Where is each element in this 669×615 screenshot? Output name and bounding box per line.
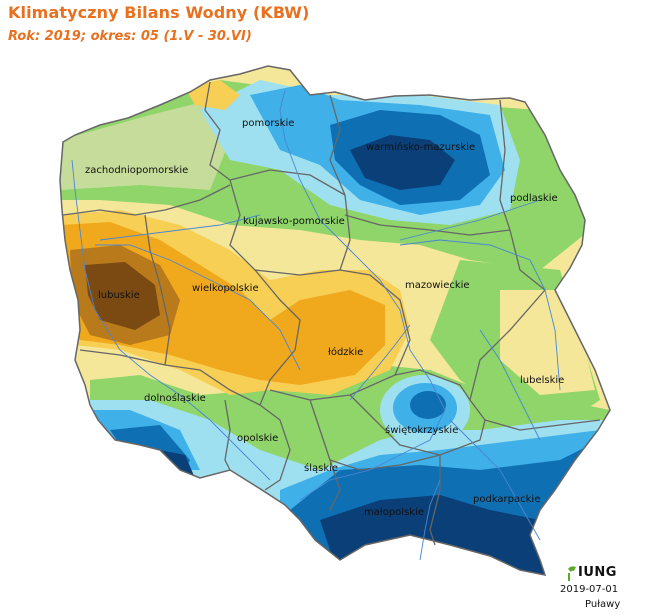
border-zachodniopomorskie-pomorskie bbox=[204, 81, 231, 181]
label-dolnoslaskie: dolnośląskie bbox=[144, 392, 206, 404]
border-zachodniopomorskie-south bbox=[62, 184, 231, 216]
river-notec bbox=[99, 214, 261, 241]
map-subtitle: Rok: 2019; okres: 05 (1.V - 30.VI) bbox=[8, 29, 252, 44]
map-title: Klimatyczny Bilans Wodny (KBW) bbox=[8, 3, 310, 22]
river-san bbox=[449, 419, 541, 541]
border-lubuskie-dolnoslaskie bbox=[79, 349, 166, 366]
logo-text: IUNG bbox=[578, 565, 617, 580]
border-lodzkie-mazowieckie bbox=[339, 269, 411, 376]
label-podlaskie: podlaskie bbox=[510, 193, 558, 204]
label-zachodniopomorskie: zachodniopomorskie bbox=[85, 165, 188, 176]
label-lodzkie: łódzkie bbox=[328, 346, 363, 358]
river-dunajec bbox=[419, 479, 441, 561]
border-wielkopolskie-dolnoslaskie bbox=[164, 364, 261, 406]
zone-very-wet-swietokrzyskie bbox=[410, 391, 446, 419]
label-warminsko-mazurskie: warmińsko-mazurskie bbox=[366, 141, 475, 153]
label-wielkopolskie: wielkopolskie bbox=[192, 283, 259, 294]
river-vistula bbox=[279, 89, 446, 501]
label-mazowieckie: mazowieckie bbox=[405, 280, 470, 291]
country-outline bbox=[59, 65, 611, 576]
border-lodzkie-south bbox=[269, 374, 396, 401]
river-bug bbox=[399, 239, 561, 391]
border-mazowieckie-swietokrzyskie bbox=[394, 369, 471, 401]
zone-very-dry-west bbox=[85, 262, 160, 330]
border-slaskie-malopolskie bbox=[329, 454, 441, 471]
label-swietokrzyskie: świętokrzyskie bbox=[385, 424, 458, 436]
border-swietokrzyskie-malopolskie bbox=[349, 394, 486, 456]
river-pilica bbox=[349, 324, 411, 401]
border-pomorskie-warminsko bbox=[329, 94, 346, 196]
river-wieprz bbox=[479, 329, 541, 441]
rivers bbox=[71, 89, 561, 561]
iung-logo-icon bbox=[568, 566, 576, 581]
region-labels: zachodniopomorskie pomorskie warmińsko-m… bbox=[85, 118, 564, 518]
label-lubuskie: lubuskie bbox=[98, 290, 140, 301]
label-kujawsko-pomorskie: kujawsko-pomorskie bbox=[243, 216, 345, 227]
map-date: 2019-07-01 bbox=[560, 584, 619, 595]
river-warta bbox=[95, 244, 301, 371]
zone-neutral-north bbox=[60, 100, 230, 190]
label-slaskie: śląskie bbox=[304, 462, 338, 474]
label-podkarpackie: podkarpackie bbox=[473, 494, 540, 505]
river-odra bbox=[71, 159, 271, 481]
zone-extremely-wet-north bbox=[350, 135, 455, 190]
label-malopolskie: małopolskie bbox=[364, 507, 424, 518]
border-opolskie-slaskie bbox=[259, 404, 291, 491]
border-lubelskie-podkarpackie bbox=[484, 419, 601, 431]
border-pomorskie-kujawsko bbox=[229, 169, 346, 196]
border-wielkopolskie-east bbox=[254, 269, 301, 406]
label-lubelskie: lubelskie bbox=[520, 375, 564, 386]
border-warminsko-mazowieckie bbox=[344, 214, 511, 236]
river-narew bbox=[399, 199, 541, 241]
voivodeship-borders bbox=[62, 81, 601, 546]
map-place: Puławy bbox=[585, 599, 621, 610]
label-pomorskie: pomorskie bbox=[242, 118, 294, 129]
border-dolnoslaskie-opolskie bbox=[224, 399, 231, 471]
border-lubuskie-wielkopolskie bbox=[144, 214, 171, 366]
border-warminsko-podlaskie bbox=[499, 99, 511, 231]
border-malopolskie-podkarpackie bbox=[429, 455, 441, 546]
label-opolskie: opolskie bbox=[237, 433, 278, 444]
